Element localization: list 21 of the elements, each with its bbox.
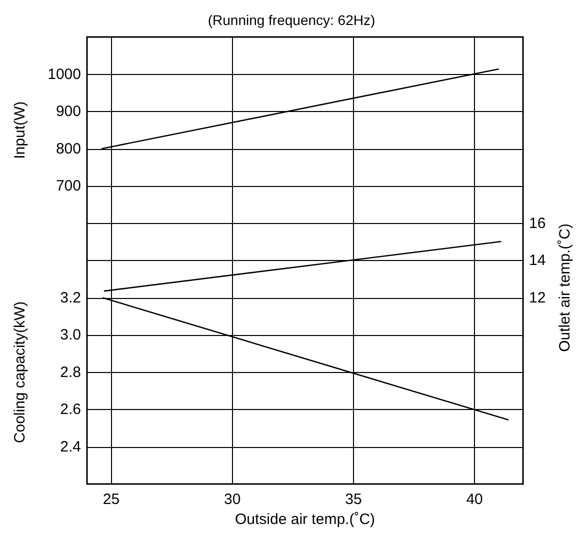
y-tick-label: 700 (56, 178, 81, 194)
y3-tick-label: 2.4 (60, 438, 81, 456)
y3-tick-label: 3.0 (60, 326, 81, 344)
y-tick-label: 900 (56, 103, 81, 120)
y2-axis-title: Outlet air temp.(˚C) (556, 224, 574, 352)
y2-tick-label: 14 (529, 252, 546, 269)
y3-tick-label: 3.2 (60, 289, 81, 306)
y-tick-label: 800 (56, 140, 81, 158)
y3-tick-label: 2.6 (60, 401, 81, 418)
y3-axis-title: Cooling capacity(kW) (12, 301, 28, 444)
chart-title: (Running frequency: 62Hz) (208, 12, 376, 28)
y2-tick-label: 16 (529, 214, 546, 232)
x-tick-label: 30 (224, 491, 241, 508)
x-axis-title: Outside air temp.(˚C) (234, 511, 376, 528)
y-tick-label: 1000 (48, 66, 81, 83)
y3-tick-label: 2.8 (60, 364, 81, 381)
x-tick-label: 40 (466, 491, 483, 508)
x-tick-label: 25 (102, 491, 120, 508)
y2-tick-label: 12 (529, 289, 546, 306)
y-axis-title: Input(W) (12, 101, 28, 159)
x-tick-label: 35 (345, 491, 362, 508)
